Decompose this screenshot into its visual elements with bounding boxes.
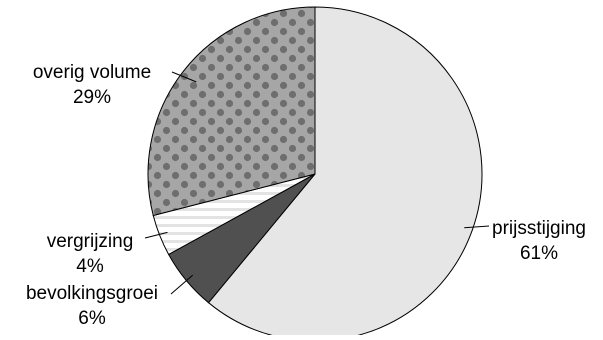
slice-label-overig-volume: overig volume — [33, 62, 151, 83]
leader-lines — [144, 71, 490, 295]
slice-value-prijsstijging: 61% — [520, 243, 558, 264]
slice-value-overig-volume: 29% — [73, 87, 111, 108]
pie-slices — [147, 6, 483, 340]
slice-label-prijsstijging: prijsstijging — [492, 218, 586, 239]
slice-label-vergrijzing: vergrijzing — [47, 231, 134, 252]
slice-value-bevolkingsgroei: 6% — [78, 308, 106, 329]
slice-labels: prijsstijging 61% bevolkingsgroei 6% vergrij… — [26, 62, 586, 329]
leader-line-prijsstijging — [464, 225, 490, 229]
slice-label-bevolkingsgroei: bevolkingsgroei — [26, 283, 158, 304]
pie-slice-overig-volume — [147, 6, 316, 217]
slice-value-vergrijzing: 4% — [76, 256, 104, 277]
leader-line-overig-volume — [171, 71, 197, 83]
leader-line-vergrijzing — [144, 231, 168, 239]
leader-line-bevolkingsgroei — [170, 274, 194, 295]
